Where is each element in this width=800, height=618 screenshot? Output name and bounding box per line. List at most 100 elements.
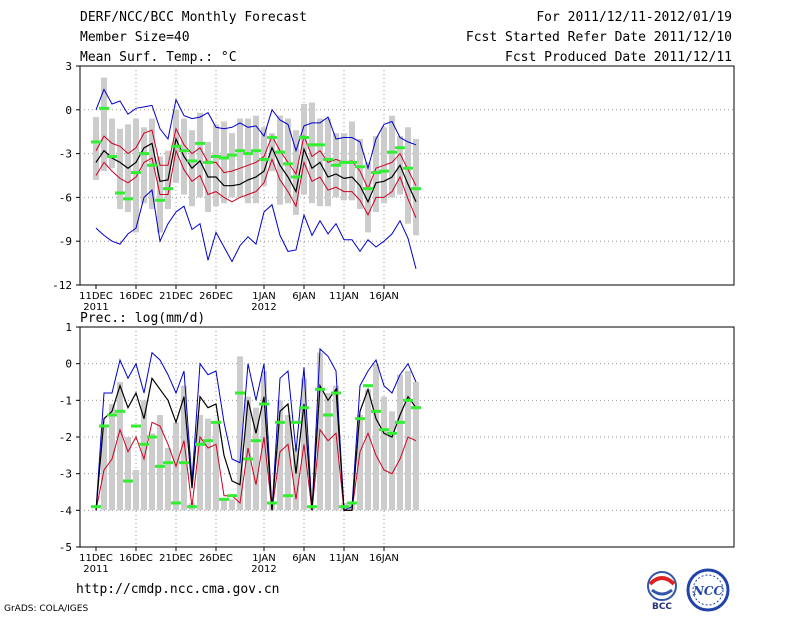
ncc-logo-icon: NCC xyxy=(686,568,730,612)
range-bar xyxy=(277,115,283,205)
range-bar xyxy=(229,499,235,511)
x-tick-year-label: 2012 xyxy=(251,564,276,575)
y-tick-label: -3 xyxy=(59,148,72,161)
upper-spread-line xyxy=(95,127,417,190)
range-bar xyxy=(101,426,107,511)
range-bar xyxy=(157,415,163,511)
obs-marker xyxy=(243,457,253,461)
range-bar xyxy=(149,433,155,511)
obs-marker xyxy=(115,409,125,413)
obs-marker xyxy=(171,144,181,148)
range-bar xyxy=(253,407,259,511)
range-bar xyxy=(413,382,419,511)
obs-marker xyxy=(371,409,381,413)
source-url[interactable]: http://cmdp.ncc.cma.gov.cn xyxy=(76,582,280,597)
obs-marker xyxy=(155,198,165,202)
obs-marker xyxy=(147,435,157,439)
range-bar xyxy=(285,118,291,204)
obs-marker xyxy=(307,143,317,147)
obs-marker xyxy=(107,413,117,417)
range-bar xyxy=(229,133,235,198)
obs-marker xyxy=(179,461,189,465)
x-tick-label: 21DEC xyxy=(159,553,193,564)
produced-date: Fcst Produced Date 2011/12/11 xyxy=(505,50,732,65)
obs-marker xyxy=(187,505,197,509)
obs-marker xyxy=(99,106,109,110)
obs-marker xyxy=(139,152,149,156)
range-bar xyxy=(357,139,363,210)
y-tick-label: -1 xyxy=(59,394,72,407)
obs-marker xyxy=(323,157,333,161)
y-tick-label: -3 xyxy=(59,468,72,481)
obs-marker xyxy=(339,505,349,509)
obs-marker xyxy=(299,406,309,410)
x-tick-label: 1JAN xyxy=(252,553,275,564)
obs-marker xyxy=(323,413,333,417)
range-bar xyxy=(285,415,291,511)
range-bar xyxy=(125,437,131,511)
range-bar xyxy=(253,115,259,204)
obs-marker xyxy=(267,501,277,505)
panel-title: Prec.: log(mm/d) xyxy=(80,311,205,326)
obs-marker xyxy=(379,428,389,432)
obs-marker xyxy=(227,494,237,498)
mean-line xyxy=(95,376,417,511)
range-bar xyxy=(237,118,243,198)
range-bar xyxy=(245,118,251,204)
obs-marker xyxy=(139,442,149,446)
obs-marker xyxy=(387,150,397,154)
obs-marker xyxy=(379,169,389,173)
obs-marker xyxy=(195,442,205,446)
x-tick-year-label: 2012 xyxy=(251,302,276,313)
range-bar xyxy=(293,448,299,511)
obs-marker xyxy=(235,391,245,395)
x-tick-label: 16JAN xyxy=(369,553,399,564)
range-bar xyxy=(309,102,315,204)
range-bar xyxy=(397,374,403,511)
obs-marker xyxy=(107,155,117,159)
range-bar xyxy=(133,470,139,511)
range-bar xyxy=(221,121,227,204)
obs-marker xyxy=(115,191,125,195)
range-bar xyxy=(245,396,251,511)
range-bar xyxy=(181,385,187,511)
range-bar xyxy=(197,112,203,198)
obs-marker xyxy=(355,417,365,421)
variable-label: Mean Surf. Temp.: °C xyxy=(80,50,237,65)
obs-marker xyxy=(235,149,245,153)
y-tick-label: 1 xyxy=(65,321,72,334)
obs-marker xyxy=(275,420,285,424)
range-bar xyxy=(141,400,147,511)
obs-marker xyxy=(363,384,373,388)
range-bar xyxy=(133,118,139,233)
obs-marker xyxy=(155,464,165,468)
mean-line xyxy=(95,137,417,204)
obs-marker xyxy=(331,391,341,395)
x-tick-label: 26DEC xyxy=(199,553,233,564)
obs-marker xyxy=(91,505,101,509)
ncc-logo-text: NCC xyxy=(692,584,724,598)
x-tick-label: 6JAN xyxy=(292,291,315,302)
range-bar xyxy=(373,363,379,511)
obs-marker xyxy=(371,171,381,175)
x-tick-year-label: 2011 xyxy=(83,302,108,313)
obs-marker xyxy=(307,505,317,509)
obs-marker xyxy=(91,140,101,144)
range-bar xyxy=(357,415,363,511)
range-bar xyxy=(269,133,275,172)
range-bar xyxy=(333,385,339,511)
range-bar xyxy=(117,128,123,210)
range-bar xyxy=(197,415,203,511)
obs-marker xyxy=(275,150,285,154)
x-tick-label: 16DEC xyxy=(119,553,153,564)
obs-marker xyxy=(171,501,181,505)
obs-marker xyxy=(363,187,373,191)
range-bar xyxy=(237,356,243,511)
spread-line xyxy=(95,421,417,511)
obs-marker xyxy=(283,162,293,166)
obs-marker xyxy=(211,420,221,424)
obs-marker xyxy=(163,461,173,465)
obs-marker xyxy=(403,166,413,170)
